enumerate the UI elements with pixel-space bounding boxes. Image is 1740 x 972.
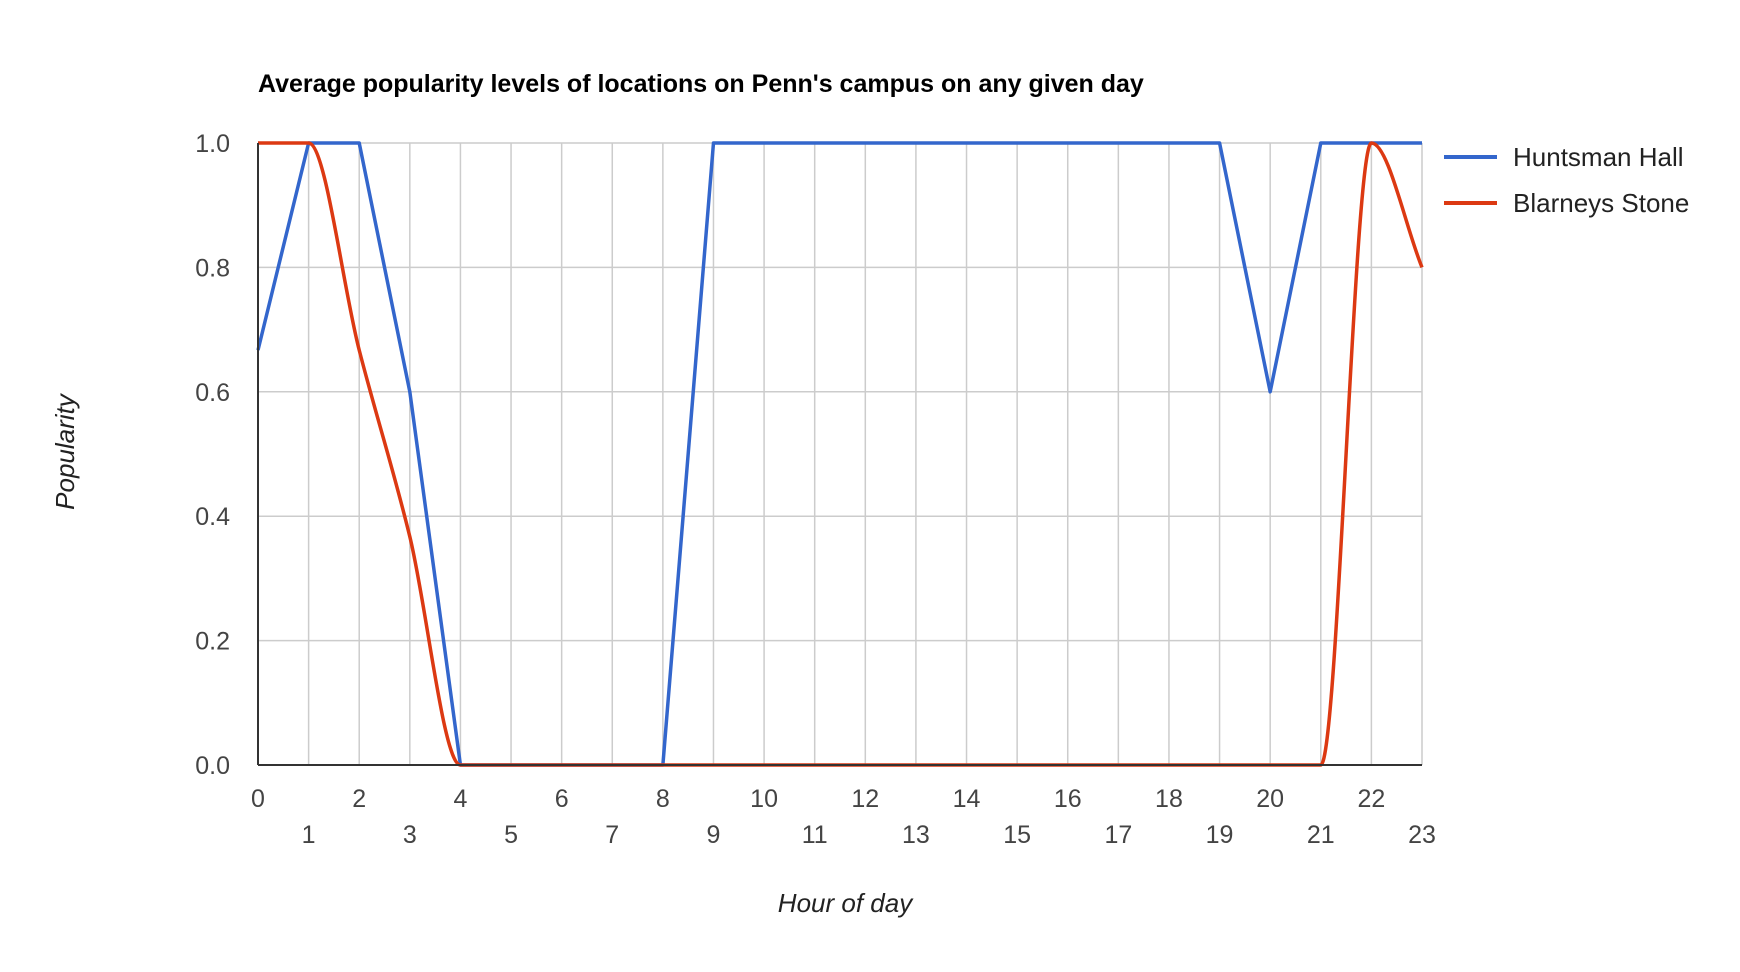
gridlines xyxy=(258,142,1423,765)
x-tick-label: 13 xyxy=(902,821,930,849)
x-tick-label: 0 xyxy=(251,785,265,813)
x-tick-label: 1 xyxy=(302,821,316,849)
x-tick-label: 8 xyxy=(656,785,670,813)
x-tick-label: 14 xyxy=(953,785,981,813)
y-tick-label: 0.4 xyxy=(195,503,230,531)
x-tick-label: 17 xyxy=(1104,821,1132,849)
x-tick-label: 15 xyxy=(1003,821,1031,849)
x-axis-title: Hour of day xyxy=(778,888,914,918)
x-tick-label: 19 xyxy=(1206,821,1234,849)
legend: Huntsman Hall Blarneys Stone xyxy=(1444,142,1689,218)
y-tick-label: 0.6 xyxy=(195,379,230,407)
x-tick-label: 12 xyxy=(851,785,879,813)
series-lines xyxy=(256,141,1424,767)
series-line-blarneys-stone xyxy=(257,141,1424,767)
series-line-huntsman-hall xyxy=(256,141,1422,767)
legend-label: Blarneys Stone xyxy=(1513,188,1689,218)
x-tick-label: 7 xyxy=(605,821,619,849)
y-tick-label: 0.8 xyxy=(195,254,230,282)
y-tick-label: 1.0 xyxy=(195,130,230,158)
chart-title: Average popularity levels of locations o… xyxy=(258,70,1144,98)
x-tick-label: 5 xyxy=(504,821,518,849)
y-tick-label: 0.0 xyxy=(195,752,230,780)
x-tick-label: 2 xyxy=(352,785,366,813)
x-tick-label: 9 xyxy=(707,821,721,849)
legend-label: Huntsman Hall xyxy=(1513,142,1684,172)
x-tick-label: 16 xyxy=(1054,785,1082,813)
x-tick-label: 6 xyxy=(555,785,569,813)
x-tick-label: 22 xyxy=(1357,785,1385,813)
x-tick-label: 23 xyxy=(1408,821,1436,849)
x-tick-label: 3 xyxy=(403,821,417,849)
x-tick-label: 21 xyxy=(1307,821,1335,849)
x-tick-label: 11 xyxy=(802,821,828,849)
x-tick-label: 18 xyxy=(1155,785,1183,813)
x-tick-label: 10 xyxy=(750,785,778,813)
y-tick-label: 0.2 xyxy=(195,628,230,656)
x-tick-label: 4 xyxy=(453,785,467,813)
y-axis-title: Popularity xyxy=(50,392,80,510)
axes: 012345678910111213141516171819202122230.… xyxy=(195,130,1436,849)
x-tick-label: 20 xyxy=(1256,785,1284,813)
